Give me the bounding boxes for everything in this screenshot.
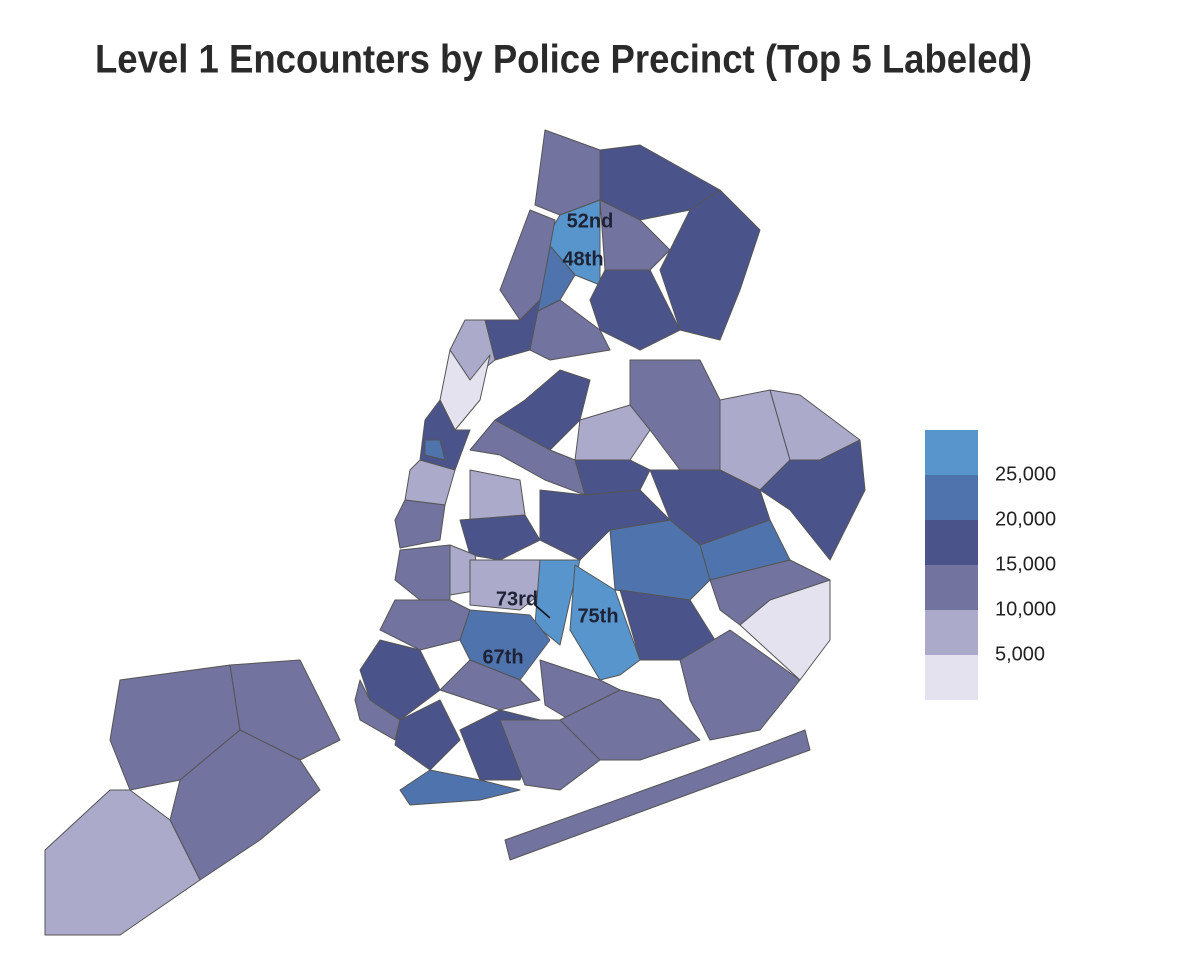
legend: 5,000 10,000 15,000 20,000 25,000 (925, 430, 1056, 700)
legend-tick-label: 20,000 (995, 508, 1056, 530)
legend-tick-label: 5,000 (995, 643, 1045, 665)
precinct-label: 48th (562, 248, 603, 270)
legend-swatch (925, 565, 978, 610)
precinct-map (44, 129, 866, 936)
legend-tick-label: 10,000 (995, 598, 1056, 620)
legend-tick-label: 15,000 (995, 553, 1056, 575)
precinct-label: 75th (577, 605, 618, 627)
legend-swatch (925, 655, 978, 700)
legend-swatch (925, 610, 978, 655)
precinct-label: 52nd (567, 210, 614, 232)
label-pointer (534, 604, 551, 619)
legend-tick-label: 25,000 (995, 463, 1056, 485)
legend-swatch (925, 430, 978, 475)
precinct-label: 67th (482, 646, 523, 668)
title: Level 1 Encounters by Police Precinct (T… (95, 38, 1032, 82)
precinct-label: 73rd (496, 588, 538, 610)
legend-swatch (925, 520, 978, 565)
legend-swatch (925, 475, 978, 520)
